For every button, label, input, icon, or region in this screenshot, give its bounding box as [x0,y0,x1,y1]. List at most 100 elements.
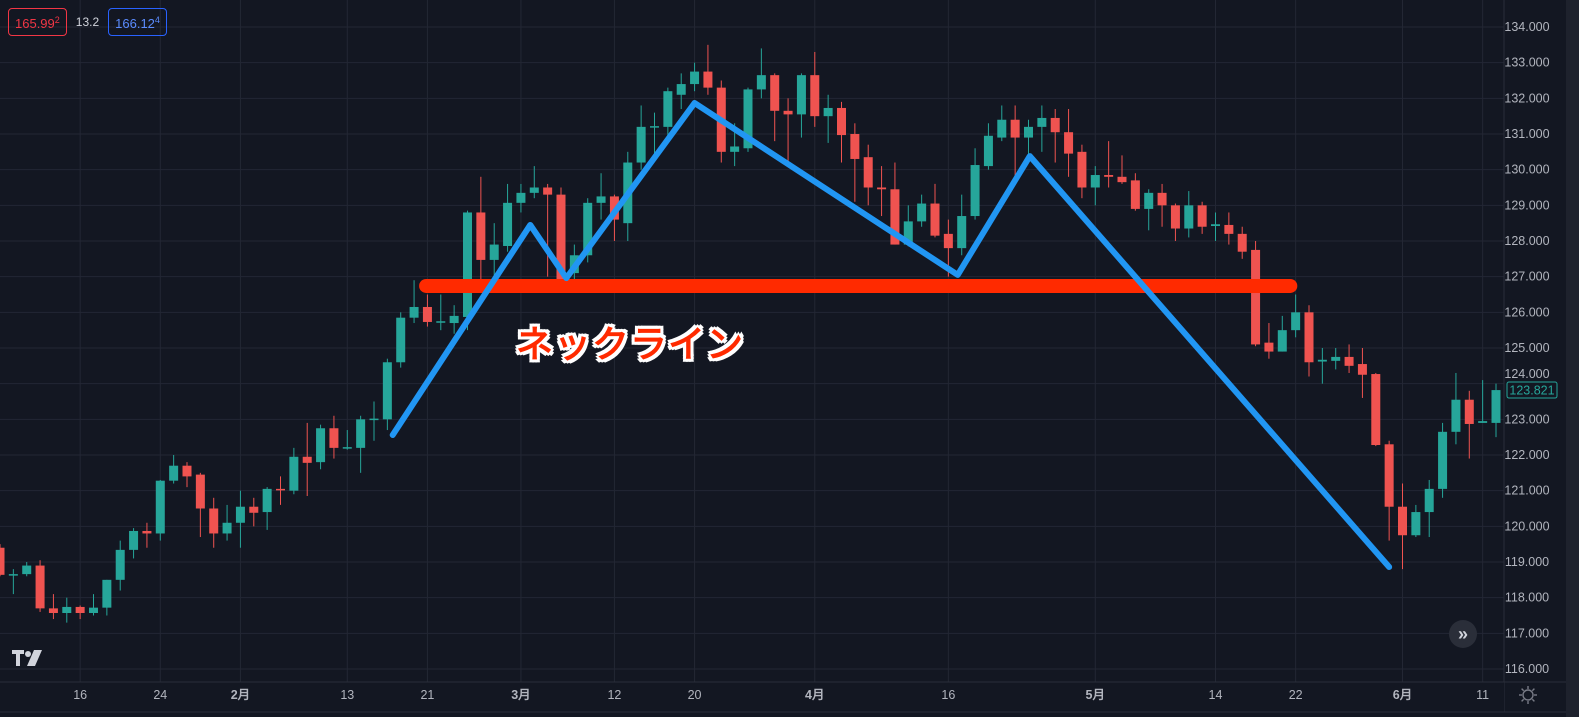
candle-body [48,608,58,614]
candle [262,487,272,530]
candle [436,294,446,331]
price-tick-label: 124.000 [1504,367,1549,381]
candle-body [1130,180,1140,209]
candle-body [169,465,179,481]
candle-body [636,126,646,163]
candle-body [142,530,152,534]
candle-body [890,189,900,245]
candle-body [1064,132,1074,154]
candle-body [75,606,85,614]
candle [249,497,259,527]
candle-body [22,565,32,575]
scroll-to-realtime-button[interactable]: » [1449,620,1477,648]
candle [690,62,700,92]
candle-body [1157,192,1167,206]
time-tick-label: 16 [73,688,87,702]
candle [155,479,165,541]
candle-body [1090,175,1100,188]
candle-body [329,428,339,448]
candle [1237,226,1247,259]
candle-body [449,315,459,324]
candle-body [262,488,272,513]
candle-body [516,192,526,203]
candle-body [0,547,5,575]
candle [276,476,285,505]
candle [382,358,392,431]
candle [316,424,326,470]
sell-price-button[interactable]: 165.992 [8,8,67,36]
buy-price: 166.12 [115,16,155,31]
candle [877,166,887,217]
price-tick-label: 130.000 [1504,163,1549,177]
candle-body [970,165,980,217]
candle [1424,479,1434,538]
candle [329,415,339,459]
candle [1064,109,1074,177]
tradingview-logo [12,650,42,666]
time-tick-label: 21 [420,688,434,702]
candle [1291,294,1301,338]
candle-body [1197,205,1207,227]
candle-body [690,71,700,85]
candle [957,194,967,256]
candle [48,594,58,620]
candle-body [302,456,312,463]
candle-body [1264,342,1274,352]
candle-body [436,321,446,323]
candle-body [810,75,820,117]
candle-body [1464,399,1474,424]
candle [1184,191,1194,238]
candle-body [1024,126,1033,138]
buy-price-button[interactable]: 166.124 [108,8,167,36]
candle-body [903,221,913,245]
last-price-box [1506,381,1558,399]
scrollbar[interactable] [1566,0,1579,717]
candle-body [195,474,205,509]
price-tick-label: 132.000 [1504,91,1549,105]
candle [1170,203,1180,241]
candle-body [369,418,379,421]
time-tick-label: 3月 [511,688,530,702]
time-tick-label: 20 [688,688,702,702]
candle [115,540,125,591]
candle [1037,105,1047,152]
candle-body [276,488,285,491]
candle [209,497,219,548]
price-tick-label: 122.000 [1504,448,1549,462]
drawings[interactable] [389,99,1393,570]
candle [783,98,793,163]
candle [22,562,32,577]
price-tick-label: 123.000 [1504,412,1549,426]
time-tick-label: 24 [153,688,167,702]
time-tick-label: 12 [607,688,621,702]
gear-icon[interactable] [1517,684,1539,706]
candle [703,44,713,95]
zigzag-line[interactable] [389,99,1393,570]
price-tick-label: 131.000 [1504,127,1549,141]
candle [129,528,139,559]
time-axis[interactable] [0,682,1504,712]
candle [1277,315,1287,352]
candle [1398,483,1407,570]
candle [516,183,526,213]
candle [0,544,5,577]
candle-body [382,362,392,420]
candle-body [997,119,1007,138]
candle-body [129,530,139,550]
candle [1104,141,1114,188]
candle-body [62,606,72,614]
candle [676,73,686,110]
price-tick-label: 121.000 [1504,484,1549,498]
candle-body [342,447,352,449]
candle [409,280,419,324]
candle-body [89,607,98,614]
candle-body [1184,205,1194,229]
candle-body [556,194,566,281]
candle-body [1211,224,1220,227]
candle-body [529,187,539,193]
candle-body [1411,512,1421,536]
candle [182,462,192,488]
price-tick-label: 119.000 [1505,555,1549,569]
candle [102,579,112,616]
